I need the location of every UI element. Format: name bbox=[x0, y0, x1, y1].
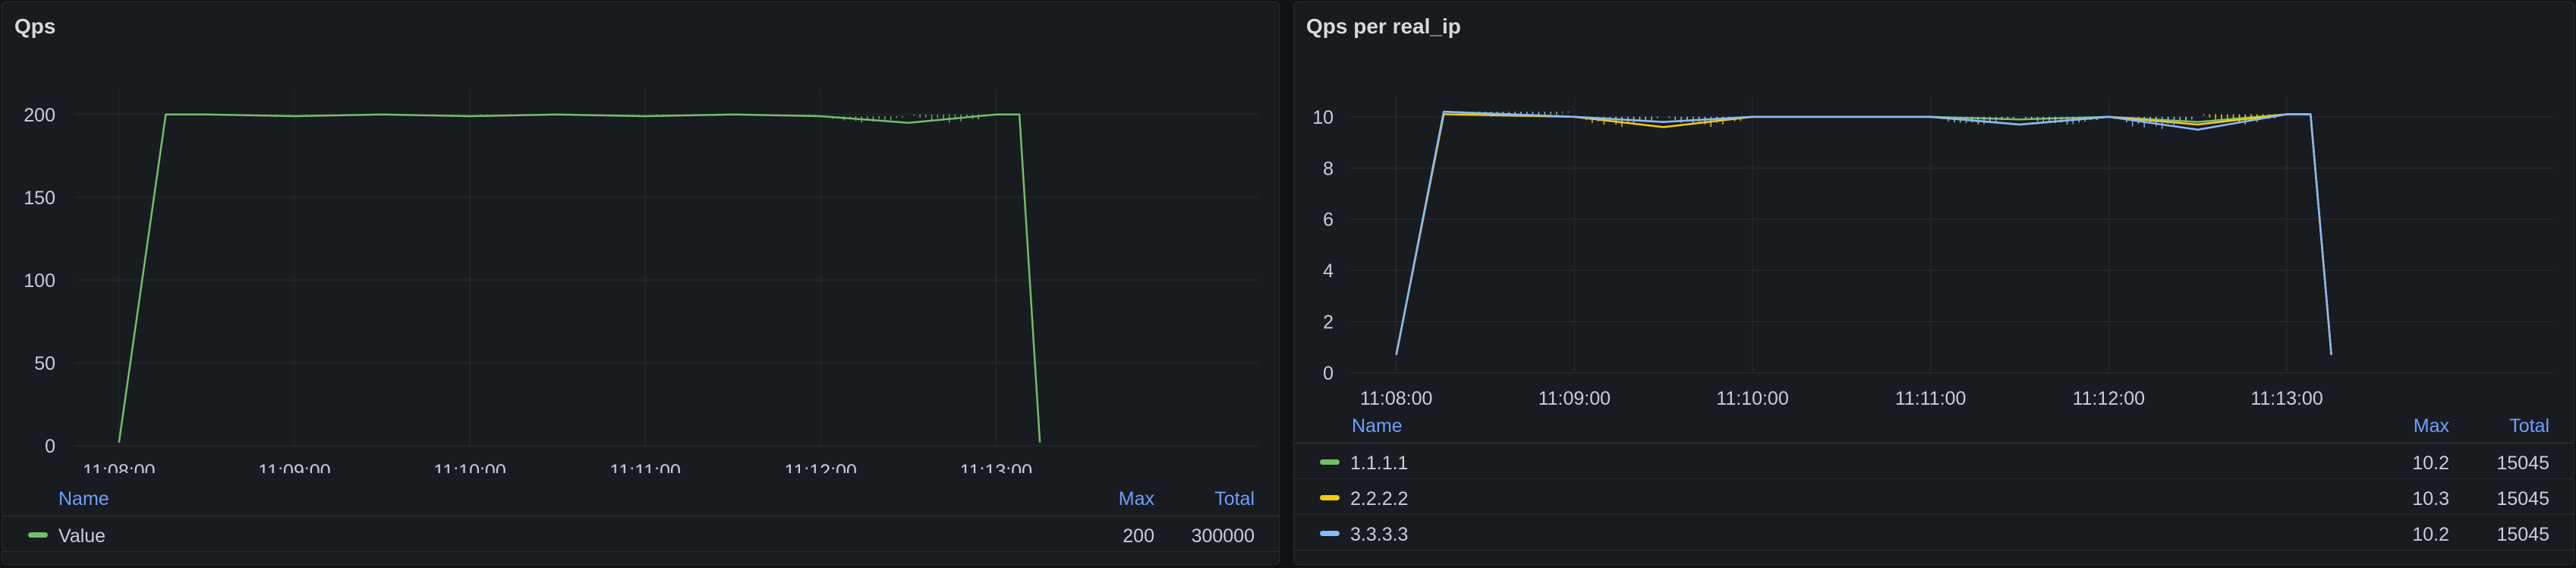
legend-series-max: 10.2 bbox=[2412, 524, 2449, 545]
x-tick-label: 11:10:00 bbox=[1716, 388, 1788, 405]
x-tick-label: 11:09:00 bbox=[258, 461, 330, 473]
x-tick-label: 11:12:00 bbox=[784, 461, 856, 473]
x-tick-label: 11:12:00 bbox=[2073, 388, 2145, 405]
series-line bbox=[1395, 113, 2332, 355]
legend-col-name[interactable]: Name bbox=[1352, 415, 1403, 437]
y-tick-label: 200 bbox=[24, 105, 55, 126]
qps-panel: Qps 0 50 100 150 200 11:08:00 11:09:00 11:10:00… bbox=[2, 2, 1280, 565]
y-tick-label: 8 bbox=[1323, 158, 1334, 179]
legend: Name Max Total Value 200 300000 bbox=[2, 481, 1279, 552]
legend-swatch bbox=[1320, 459, 1340, 465]
legend-col-max[interactable]: Max bbox=[2413, 415, 2449, 437]
qps-per-real-ip-panel: Qps per real_ip 0 2 4 6 8 10 11:08:00 11:09:00 1… bbox=[1293, 2, 2574, 565]
legend-swatch bbox=[1320, 495, 1340, 500]
series-Value bbox=[118, 113, 1041, 443]
legend-series-name[interactable]: Value bbox=[58, 525, 106, 547]
legend: Name Max Total 1.1.1.1 10.2 15045 2.2.2.… bbox=[1294, 408, 2574, 551]
legend-series-name[interactable]: 3.3.3.3 bbox=[1350, 524, 1409, 545]
legend-row-value[interactable]: Value 200 300000 bbox=[2, 516, 1279, 552]
legend-col-total[interactable]: Total bbox=[2509, 415, 2549, 437]
legend-row-1-1-1-1[interactable]: 1.1.1.1 10.2 15045 bbox=[1294, 443, 2574, 479]
x-tick-label: 11:13:00 bbox=[2250, 388, 2322, 405]
series-3-3-3-3 bbox=[1395, 110, 2332, 355]
legend-swatch bbox=[1320, 531, 1340, 536]
y-tick-label: 2 bbox=[1323, 312, 1334, 333]
panel-title[interactable]: Qps per real_ip bbox=[1306, 14, 1461, 38]
series-2-2-2-2 bbox=[1395, 113, 2332, 355]
legend-series-total: 15045 bbox=[2496, 524, 2549, 545]
series-line bbox=[1395, 110, 2332, 355]
x-tick-label: 11:08:00 bbox=[1360, 388, 1432, 405]
qps-chart: 0 50 100 150 200 11:08:00 11:09:00 11:10:00 11:1… bbox=[24, 90, 1259, 473]
legend-series-total: 15045 bbox=[2496, 488, 2549, 510]
panel-title[interactable]: Qps bbox=[14, 14, 56, 38]
legend-series-max: 10.3 bbox=[2412, 488, 2449, 510]
x-tick-label: 11:13:00 bbox=[960, 461, 1032, 473]
x-tick-label: 11:10:00 bbox=[433, 461, 505, 473]
y-tick-label: 50 bbox=[34, 353, 55, 374]
legend-series-total: 15045 bbox=[2496, 453, 2549, 474]
legend-series-name[interactable]: 2.2.2.2 bbox=[1350, 488, 1409, 510]
series-line bbox=[1395, 110, 2332, 355]
y-tick-label: 0 bbox=[45, 436, 55, 457]
legend-header: Name Max Total bbox=[2, 481, 1279, 516]
legend-col-max[interactable]: Max bbox=[1118, 488, 1154, 510]
legend-row-2-2-2-2[interactable]: 2.2.2.2 10.3 15045 bbox=[1294, 479, 2574, 515]
series-1-1-1-1 bbox=[1395, 110, 2332, 355]
legend-series-max: 200 bbox=[1123, 525, 1154, 547]
y-tick-label: 10 bbox=[1312, 107, 1334, 128]
legend-header: Name Max Total bbox=[1294, 408, 2574, 443]
y-tick-label: 100 bbox=[24, 270, 55, 292]
qps-per-real-ip-chart: 0 2 4 6 8 10 11:08:00 11:09:00 11:10:00 11:11:00 1… bbox=[1312, 96, 2554, 405]
legend-series-max: 10.2 bbox=[2412, 453, 2449, 474]
legend-swatch bbox=[28, 532, 48, 538]
legend-series-name[interactable]: 1.1.1.1 bbox=[1350, 453, 1409, 474]
legend-series-total: 300000 bbox=[1191, 525, 1255, 547]
x-tick-label: 11:08:00 bbox=[83, 461, 155, 473]
series-line bbox=[118, 113, 1041, 443]
x-tick-label: 11:11:00 bbox=[1895, 388, 1967, 405]
y-tick-label: 6 bbox=[1323, 210, 1334, 231]
legend-col-total[interactable]: Total bbox=[1214, 488, 1255, 510]
y-tick-label: 150 bbox=[24, 188, 55, 209]
legend-col-name[interactable]: Name bbox=[58, 488, 109, 510]
x-tick-label: 11:11:00 bbox=[609, 461, 681, 473]
y-tick-label: 4 bbox=[1323, 260, 1334, 282]
y-tick-label: 0 bbox=[1323, 363, 1334, 384]
x-tick-label: 11:09:00 bbox=[1538, 388, 1611, 405]
legend-row-3-3-3-3[interactable]: 3.3.3.3 10.2 15045 bbox=[1294, 515, 2574, 551]
